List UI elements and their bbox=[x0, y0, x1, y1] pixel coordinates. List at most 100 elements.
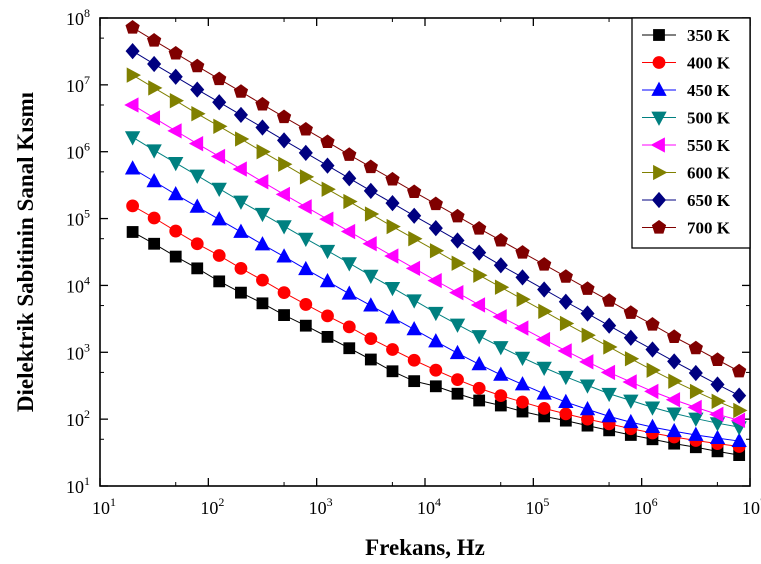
x-tick-label: 103 bbox=[309, 495, 333, 518]
data-point bbox=[645, 341, 660, 358]
data-point bbox=[298, 121, 313, 136]
x-tick-label-base: 10 bbox=[634, 498, 652, 518]
data-point bbox=[579, 354, 594, 370]
data-point bbox=[602, 293, 617, 307]
data-point bbox=[493, 257, 508, 274]
data-point bbox=[169, 224, 183, 238]
data-point bbox=[277, 132, 292, 149]
data-point bbox=[124, 97, 139, 113]
data-point bbox=[364, 206, 380, 222]
data-point bbox=[449, 318, 466, 333]
data-point bbox=[493, 366, 509, 381]
x-tick-label: 104 bbox=[417, 495, 441, 518]
data-point bbox=[211, 182, 227, 198]
data-point bbox=[147, 33, 162, 47]
data-point bbox=[601, 408, 617, 423]
data-point bbox=[189, 169, 205, 184]
data-point bbox=[384, 248, 399, 264]
data-point bbox=[278, 309, 290, 321]
data-point bbox=[558, 370, 574, 386]
data-point bbox=[256, 273, 269, 287]
data-point bbox=[622, 374, 637, 390]
data-point bbox=[580, 281, 595, 295]
data-point bbox=[407, 207, 422, 224]
data-point bbox=[558, 269, 573, 283]
x-tick-label-exponent: 2 bbox=[218, 495, 224, 509]
data-point bbox=[688, 364, 703, 382]
y-tick-label-exponent: 4 bbox=[84, 273, 90, 287]
y-tick-label: 108 bbox=[66, 6, 90, 29]
data-point bbox=[581, 327, 596, 343]
data-point bbox=[276, 109, 292, 124]
legend-marker bbox=[652, 56, 666, 69]
data-point bbox=[190, 81, 205, 98]
data-point bbox=[429, 363, 443, 377]
data-point bbox=[493, 341, 509, 356]
x-tick-label-exponent: 3 bbox=[327, 495, 333, 509]
x-tick-label-base: 10 bbox=[742, 498, 760, 518]
x-tick-label-exponent: 6 bbox=[652, 495, 658, 509]
x-tick-label-base: 10 bbox=[200, 498, 218, 518]
data-point bbox=[299, 298, 313, 311]
data-point bbox=[212, 94, 227, 111]
data-point bbox=[558, 293, 573, 310]
data-point bbox=[124, 131, 141, 146]
y-tick-label: 101 bbox=[66, 474, 90, 497]
legend-label: 700 K bbox=[687, 219, 731, 238]
legend-label: 650 K bbox=[687, 191, 731, 210]
y-axis-title: Dielektrik Sabitinin Sanal Kısmı bbox=[13, 91, 38, 412]
legend-marker bbox=[653, 164, 668, 181]
data-point bbox=[363, 182, 378, 199]
data-point bbox=[709, 429, 726, 445]
data-point bbox=[167, 123, 182, 139]
y-tick-label-exponent: 8 bbox=[84, 6, 90, 20]
data-point bbox=[537, 401, 551, 415]
legend-marker bbox=[651, 191, 667, 209]
x-tick-label-base: 10 bbox=[92, 498, 110, 518]
y-tick-label: 102 bbox=[66, 407, 90, 430]
data-point bbox=[341, 285, 357, 300]
legend-label: 400 K bbox=[687, 54, 731, 73]
data-point bbox=[580, 305, 595, 322]
data-point bbox=[210, 148, 226, 165]
x-axis-title: Frekans, Hz bbox=[365, 535, 485, 560]
data-point bbox=[557, 343, 572, 359]
data-point bbox=[125, 20, 140, 34]
data-point bbox=[386, 343, 399, 356]
data-point bbox=[189, 198, 205, 213]
data-point bbox=[233, 223, 249, 238]
data-point bbox=[276, 220, 292, 235]
data-point bbox=[407, 353, 421, 367]
data-point bbox=[342, 170, 357, 187]
data-point bbox=[451, 373, 464, 387]
y-tick-label-base: 10 bbox=[66, 343, 84, 363]
data-point bbox=[688, 412, 704, 427]
data-point bbox=[233, 195, 249, 210]
data-point bbox=[494, 389, 508, 402]
data-point bbox=[255, 119, 270, 136]
x-tick-label: 105 bbox=[525, 495, 549, 518]
data-point bbox=[428, 196, 443, 211]
data-point bbox=[212, 71, 227, 86]
y-tick-label-base: 10 bbox=[66, 477, 84, 497]
data-point bbox=[298, 144, 313, 162]
data-point bbox=[362, 236, 377, 252]
data-point bbox=[514, 376, 531, 391]
data-point bbox=[277, 286, 291, 300]
data-point bbox=[298, 260, 314, 276]
data-point bbox=[320, 134, 335, 149]
series-650-k bbox=[125, 42, 747, 404]
data-point bbox=[559, 407, 573, 421]
data-point bbox=[710, 376, 725, 393]
y-tick-label-exponent: 1 bbox=[84, 474, 90, 488]
data-point bbox=[233, 106, 248, 124]
y-tick-label-base: 10 bbox=[66, 276, 84, 296]
data-point bbox=[623, 394, 639, 409]
data-point bbox=[275, 186, 290, 203]
data-point bbox=[232, 161, 247, 177]
data-point bbox=[233, 84, 249, 98]
data-point bbox=[147, 55, 162, 73]
data-point bbox=[667, 329, 682, 343]
legend-marker bbox=[653, 29, 665, 41]
